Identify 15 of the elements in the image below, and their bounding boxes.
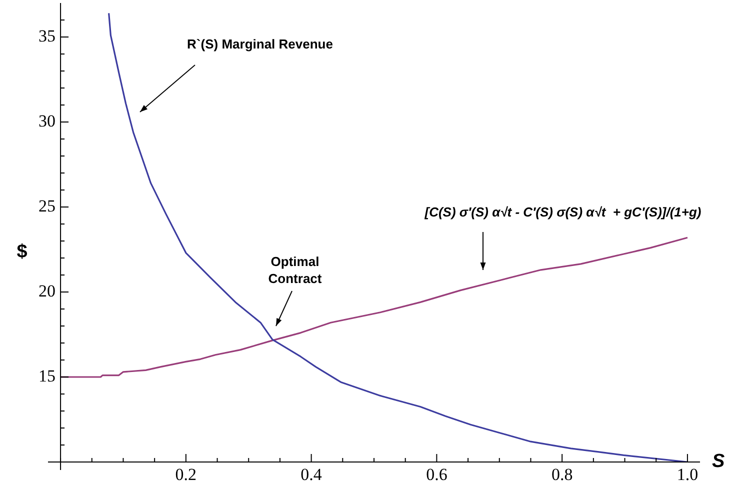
y-tick-label: 15 xyxy=(38,366,56,386)
y-tick-label: 20 xyxy=(38,281,56,300)
annotation: [C(S) σ′(S) α√t - C′(S) σ(S) α√t + gC′(S)]/(1+g) xyxy=(424,204,702,220)
annotation: R`(S) Marginal Revenue xyxy=(187,36,333,52)
x-tick-label: 0.6 xyxy=(426,464,448,484)
y-tick-label: 35 xyxy=(38,26,56,46)
y-tick-label: 30 xyxy=(38,111,56,130)
y-axis-title: $ xyxy=(16,242,28,263)
x-tick-label: 0.4 xyxy=(300,464,322,484)
x-tick-label: 0.8 xyxy=(551,464,573,484)
annotation: Optimal Contract xyxy=(268,254,322,286)
x-tick-label: 1.0 xyxy=(676,464,698,484)
y-tick-label: 25 xyxy=(38,196,56,216)
x-tick-label: 0.2 xyxy=(175,464,197,484)
x-axis-title: S xyxy=(712,451,725,472)
